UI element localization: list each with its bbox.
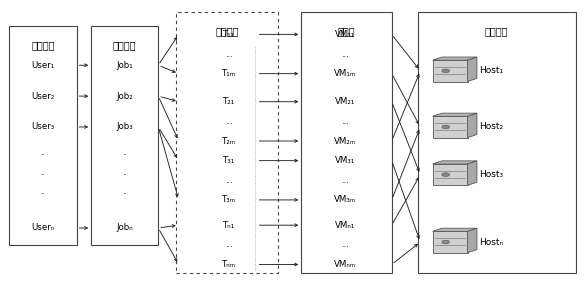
Text: 物理主机: 物理主机 [485,27,508,37]
Text: VM₂₁: VM₂₁ [335,97,355,106]
Text: VM₃ₘ: VM₃ₘ [333,195,356,204]
Text: Host₁: Host₁ [479,66,503,75]
Text: Host₃: Host₃ [479,170,503,179]
Circle shape [442,240,449,244]
Polygon shape [432,116,467,138]
Bar [176,12,278,273]
Text: Host₂: Host₂ [479,122,503,131]
Text: ...: ... [340,240,349,249]
Bar [91,26,159,245]
Polygon shape [432,228,477,231]
Text: ·: · [41,150,45,160]
Text: T₂₁: T₂₁ [223,97,235,106]
Text: User₃: User₃ [32,122,54,131]
Text: ...: ... [225,50,233,58]
Circle shape [442,125,449,129]
Polygon shape [432,164,467,185]
Polygon shape [467,57,477,81]
Text: 作业列表: 作业列表 [113,41,136,50]
Text: 用户列表: 用户列表 [31,41,55,50]
Text: T₁ₘ: T₁ₘ [222,69,236,78]
Text: Job₁: Job₁ [116,61,133,70]
Text: T₂ₘ: T₂ₘ [222,136,236,146]
Polygon shape [432,60,467,81]
Polygon shape [432,113,477,116]
Text: 任务列表: 任务列表 [215,27,239,37]
Text: ...: ... [225,176,233,185]
Polygon shape [467,113,477,138]
Text: ...: ... [340,176,349,185]
Polygon shape [467,228,477,253]
Circle shape [442,173,449,177]
Text: VM₁₁: VM₁₁ [335,30,355,39]
Text: Job₂: Job₂ [116,92,133,101]
Text: ...: ... [225,240,233,249]
Bar [9,26,77,245]
Text: VM₂ₘ: VM₂ₘ [333,136,356,146]
Circle shape [442,69,449,73]
Text: T₃ₘ: T₃ₘ [222,195,236,204]
Text: T₃₁: T₃₁ [223,156,235,165]
Text: Job₃: Job₃ [116,122,133,131]
Text: User₁: User₁ [32,61,54,70]
Polygon shape [467,161,477,185]
Bar [418,12,576,273]
Bar [301,12,392,273]
Text: VM₃₁: VM₃₁ [335,156,355,165]
Text: Jobₙ: Jobₙ [116,224,133,232]
Text: Userₙ: Userₙ [32,224,54,232]
Text: T₁₁: T₁₁ [223,30,235,39]
Text: ·: · [123,150,126,160]
Text: Tₙₘ: Tₙₘ [222,260,236,269]
Text: ·: · [41,170,45,180]
Text: ·: · [123,170,126,180]
Text: Hostₙ: Hostₙ [479,237,503,246]
Text: Tₙ₁: Tₙ₁ [223,221,235,230]
Text: VMₙ₁: VMₙ₁ [335,221,355,230]
Text: 虚拟机: 虚拟机 [338,27,355,37]
Text: User₂: User₂ [32,92,54,101]
Polygon shape [432,231,467,253]
Polygon shape [432,161,477,164]
Text: ...: ... [225,117,233,126]
Text: VMₙₘ: VMₙₘ [333,260,356,269]
Text: ...: ... [340,50,349,58]
Text: ·: · [41,189,45,199]
Polygon shape [432,57,477,60]
Text: ·: · [123,189,126,199]
Text: ...: ... [340,117,349,126]
Text: VM₁ₘ: VM₁ₘ [333,69,356,78]
